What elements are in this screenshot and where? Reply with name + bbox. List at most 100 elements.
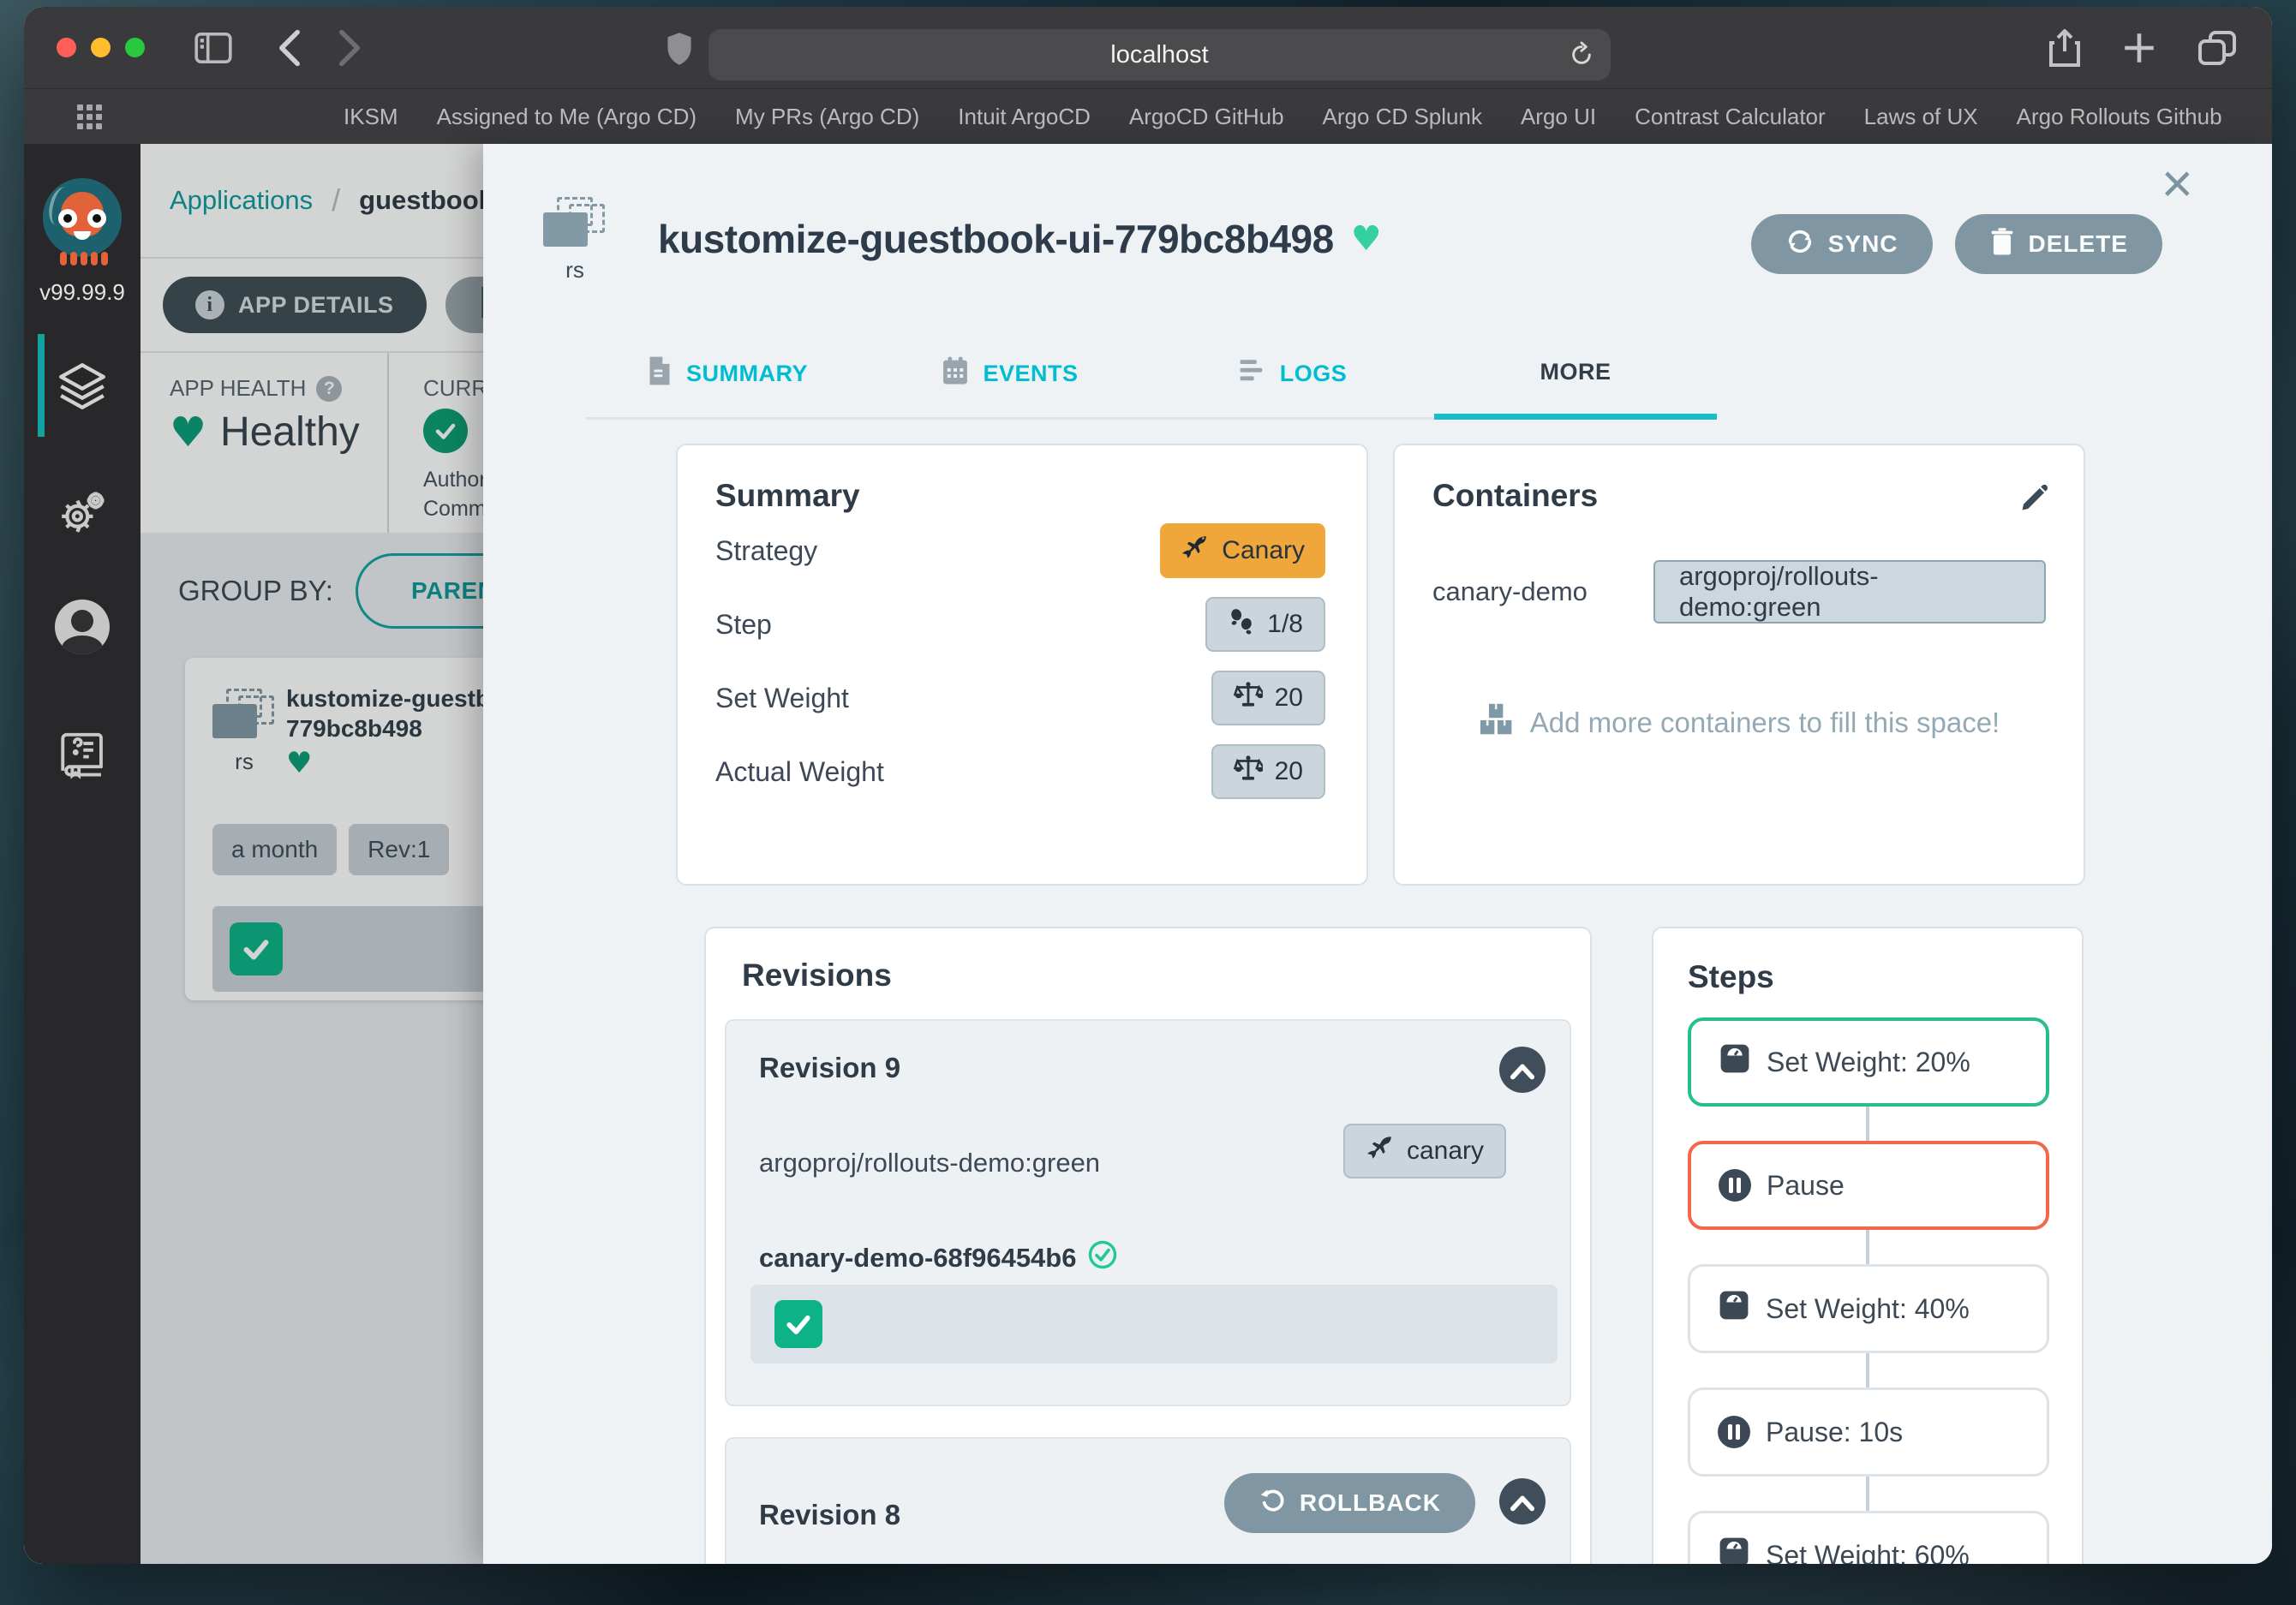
bookmark-contrast-calculator[interactable]: Contrast Calculator [1635, 103, 1826, 129]
containers-card-title: Containers [1432, 478, 1599, 513]
resource-details-panel: × rs kustomize-guestbook-ui-779bc8b498 ♥… [483, 144, 2272, 1564]
container-name: canary-demo [1432, 576, 1587, 606]
bookmarks-bar: IKSM Assigned to Me (Argo CD) My PRs (Ar… [24, 89, 2272, 144]
bookmark-my-prs[interactable]: My PRs (Argo CD) [735, 103, 920, 129]
bookmark-intuit-argocd[interactable]: Intuit ArgoCD [958, 103, 1091, 129]
edit-pencil-icon[interactable] [2018, 483, 2049, 518]
revisions-card-title: Revisions [742, 958, 892, 993]
collapse-chevron-up-icon[interactable] [1499, 1047, 1546, 1093]
back-button-icon[interactable] [277, 28, 302, 68]
canary-tag-label: canary [1406, 1137, 1484, 1165]
browser-titlebar: localhost [24, 7, 2272, 89]
delete-button-label: DELETE [2028, 230, 2128, 257]
version-label: v99.99.9 [39, 279, 125, 305]
breadcrumb-separator: / [332, 182, 341, 218]
sidebar-item-help[interactable] [24, 728, 141, 785]
rollback-button[interactable]: ROLLBACK [1223, 1473, 1475, 1533]
bookmark-argo-cd-splunk[interactable]: Argo CD Splunk [1322, 103, 1482, 129]
close-window-button[interactable] [57, 38, 76, 57]
sync-button-label: SYNC [1827, 230, 1898, 257]
weight-scale-icon [1718, 1289, 1750, 1328]
zoom-window-button[interactable] [125, 38, 145, 57]
app-health-label: APP HEALTH [170, 375, 307, 401]
delete-button[interactable]: DELETE [1954, 214, 2162, 274]
active-nav-indicator [38, 334, 45, 437]
tab-summary[interactable]: SUMMARY [586, 331, 869, 420]
bookmark-argocd-github[interactable]: ArgoCD GitHub [1128, 103, 1284, 129]
bookmark-assigned-to-me[interactable]: Assigned to Me (Argo CD) [436, 103, 697, 129]
synced-check-icon [423, 408, 468, 453]
step-badge: 1/8 [1205, 597, 1325, 652]
trash-icon [1989, 227, 2015, 262]
share-icon[interactable] [2048, 27, 2082, 69]
sidebar-item-user[interactable] [24, 600, 141, 654]
address-bar[interactable]: localhost [709, 29, 1611, 81]
revision-9-title: Revision 9 [759, 1052, 901, 1083]
address-url: localhost [1110, 40, 1209, 69]
dove-icon [1181, 534, 1210, 568]
sync-button[interactable]: SYNC [1750, 214, 1933, 274]
canary-tag-badge: canary [1342, 1124, 1506, 1178]
pause-icon [1718, 1416, 1750, 1448]
bookmark-iksm[interactable]: IKSM [344, 103, 398, 129]
container-row: canary-demo argoproj/rollouts-demo:green [1432, 560, 2046, 624]
app-details-button[interactable]: i APP DETAILS [163, 277, 427, 333]
tab-more[interactable]: MORE [1434, 331, 1717, 420]
step-pause: Pause [1688, 1141, 2049, 1230]
reload-icon[interactable] [1568, 41, 1595, 69]
minimize-window-button[interactable] [91, 38, 111, 57]
document-icon [647, 355, 673, 392]
new-tab-icon[interactable] [2121, 30, 2157, 66]
steps-list: Set Weight: 20% Pause Set Weight [1688, 1017, 2049, 1564]
status-divider [387, 353, 389, 533]
bookmark-laws-of-ux[interactable]: Laws of UX [1863, 103, 1978, 129]
tab-logs[interactable]: LOGS [1151, 331, 1434, 420]
bookmark-argo-rollouts-github[interactable]: Argo Rollouts Github [2016, 103, 2222, 129]
actual-weight-badge: 20 [1211, 744, 1325, 799]
tab-events[interactable]: EVENTS [869, 331, 1151, 420]
age-badge: a month [212, 824, 338, 875]
step-pause-10s: Pause: 10s [1688, 1387, 2049, 1477]
strategy-value: Canary [1222, 536, 1305, 564]
sidebar-toggle-icon[interactable] [194, 32, 232, 63]
containers-card: Containers canary-demo argoproj/rollouts… [1393, 444, 2085, 886]
summary-row-set-weight: Set Weight 20 [715, 661, 1329, 735]
question-icon[interactable]: ? [316, 375, 343, 402]
bookmark-argo-ui[interactable]: Argo UI [1520, 103, 1597, 129]
traffic-lights [57, 38, 145, 57]
dove-icon [1366, 1134, 1395, 1168]
pod-healthy-check-icon[interactable] [230, 922, 283, 976]
sidebar-item-settings[interactable] [24, 485, 141, 547]
close-icon[interactable]: × [2161, 152, 2193, 214]
revision-9-pods-strip [750, 1285, 1558, 1363]
actual-weight-value: 20 [1274, 757, 1303, 785]
set-weight-badge: 20 [1211, 671, 1325, 725]
apps-grid-icon[interactable] [77, 104, 102, 129]
step-connector [1866, 1353, 1869, 1387]
pod-ready-check-icon [1088, 1240, 1117, 1276]
info-icon: i [195, 290, 224, 319]
privacy-shield-icon[interactable] [665, 31, 694, 67]
step-set-weight-20: Set Weight: 20% [1688, 1017, 2049, 1107]
step-connector [1866, 1477, 1869, 1511]
container-image-field[interactable]: argoproj/rollouts-demo:green [1653, 560, 2046, 624]
steps-card: Steps Set Weight: 20% Pause [1652, 927, 2084, 1564]
pause-icon [1719, 1169, 1751, 1202]
summary-row-actual-weight: Actual Weight 20 [715, 735, 1329, 808]
collapse-chevron-up-icon[interactable] [1499, 1478, 1546, 1524]
set-weight-value: 20 [1274, 683, 1303, 712]
resource-card-title: kustomize-guestbo 779bc8b498 ♥ [286, 685, 505, 780]
step-set-weight-40: Set Weight: 40% [1688, 1264, 2049, 1353]
resource-kind-label: rs [565, 257, 584, 283]
boxes-icon [1479, 702, 1516, 743]
browser-window: localhost IKSM As [24, 7, 2272, 1564]
group-by-label: GROUP BY: [178, 575, 333, 606]
tab-overview-icon[interactable] [2197, 29, 2238, 67]
forward-button-icon[interactable] [337, 28, 362, 68]
health-heart-icon: ♥ [170, 408, 207, 456]
sidebar-item-applications[interactable] [24, 358, 141, 419]
breadcrumb-current: guestbook [359, 185, 493, 215]
pod-healthy-check-icon[interactable] [774, 1300, 822, 1348]
breadcrumb-applications-link[interactable]: Applications [170, 185, 314, 215]
